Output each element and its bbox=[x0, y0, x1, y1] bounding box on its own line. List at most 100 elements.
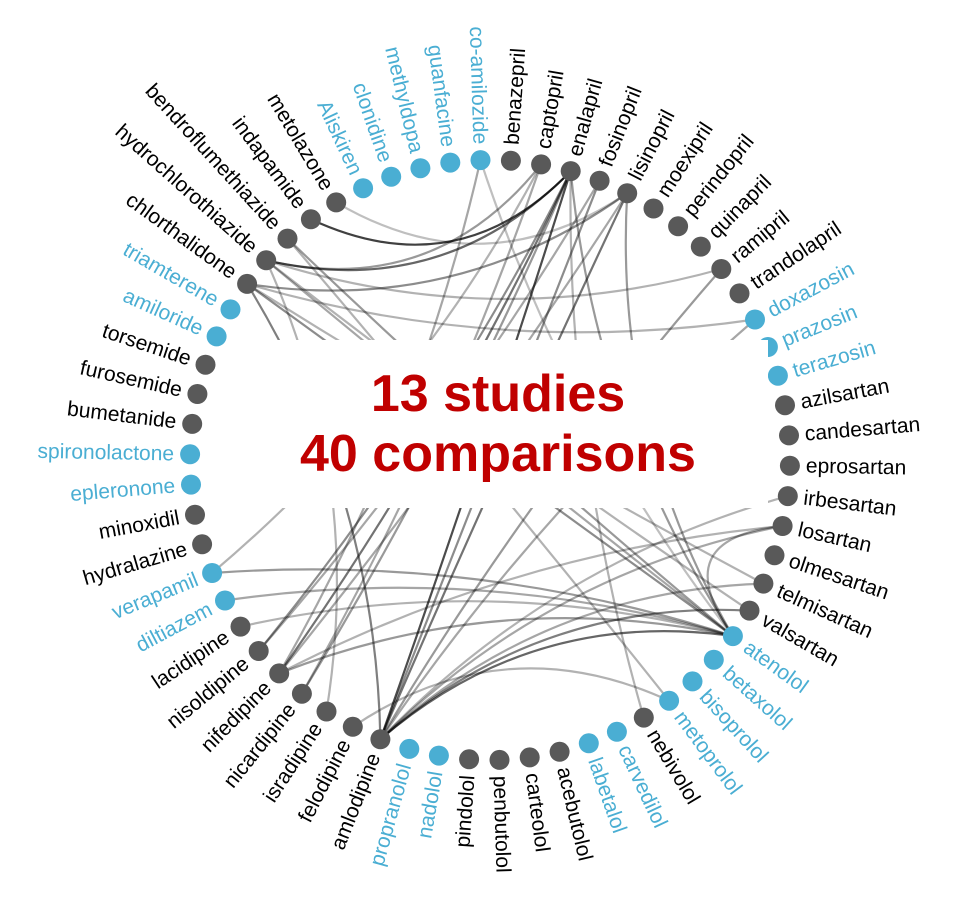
drug-node-dot bbox=[248, 641, 269, 661]
drug-node-label: pindolol bbox=[451, 774, 479, 848]
drug-node-dot bbox=[381, 166, 402, 187]
drug-node-dot bbox=[410, 158, 431, 179]
drug-node-dot bbox=[182, 413, 203, 434]
comparison-edge bbox=[379, 495, 789, 741]
drug-node-dot bbox=[181, 474, 201, 495]
comparison-edge bbox=[352, 667, 670, 728]
drug-node-label: minoxidil bbox=[97, 506, 182, 544]
comparison-edge bbox=[335, 192, 628, 245]
drug-node-dot bbox=[779, 425, 799, 446]
drug-node-dot bbox=[777, 486, 798, 507]
drug-node-dot bbox=[549, 741, 570, 762]
drug-node: nadolol bbox=[413, 745, 449, 840]
drug-node-dot bbox=[220, 299, 241, 320]
drug-node-label: candesartan bbox=[804, 413, 921, 445]
drug-node: guanfacine bbox=[423, 43, 461, 173]
drug-node-dot bbox=[399, 738, 420, 759]
comparison-edge bbox=[706, 524, 783, 637]
drug-node-dot bbox=[470, 150, 491, 171]
comparison-edge bbox=[278, 524, 783, 675]
drug-node-dot bbox=[300, 209, 321, 230]
comparison-edge bbox=[212, 568, 734, 638]
drug-node-dot bbox=[767, 365, 788, 386]
drug-node-label: azilsartan bbox=[799, 375, 892, 414]
comparison-edge bbox=[224, 586, 734, 638]
drug-node-label: epleronone bbox=[69, 474, 176, 506]
drug-node-label: spironolactone bbox=[37, 440, 174, 466]
drug-node-dot bbox=[633, 707, 654, 728]
drug-node-label: nadolol bbox=[413, 769, 447, 840]
drug-node-dot bbox=[489, 749, 510, 770]
drug-node-dot bbox=[185, 504, 205, 525]
drug-node-dot bbox=[578, 733, 599, 754]
drug-node-dot bbox=[353, 178, 374, 199]
drug-node: epleronone bbox=[69, 474, 201, 506]
drug-node-dot bbox=[589, 170, 610, 191]
comparison-edge bbox=[265, 259, 722, 301]
drug-node-dot bbox=[192, 534, 213, 555]
drug-node-label: co-amilozide bbox=[465, 26, 492, 145]
drug-node-dot bbox=[215, 590, 235, 611]
drug-node-dot bbox=[459, 749, 480, 770]
drug-node-dot bbox=[711, 259, 732, 279]
drug-node: minoxidil bbox=[97, 504, 205, 544]
drug-node-dot bbox=[500, 150, 521, 171]
drug-node-dot bbox=[202, 563, 223, 583]
drug-node-dot bbox=[617, 183, 638, 204]
drug-node-label: penbutolol bbox=[489, 775, 515, 873]
drug-node-dot bbox=[206, 326, 227, 347]
drug-node: pindolol bbox=[451, 749, 479, 848]
drug-node-dot bbox=[560, 161, 581, 182]
drug-node: carteolol bbox=[519, 747, 554, 854]
drug-node-dot bbox=[316, 701, 337, 722]
drug-node-label: benazepril bbox=[501, 47, 531, 145]
drug-node-label: carteolol bbox=[521, 772, 554, 854]
drug-node: bumetanide bbox=[66, 397, 203, 434]
drug-node-dot bbox=[440, 152, 461, 173]
drug-node-dot bbox=[428, 745, 449, 766]
drug-node-label: guanfacine bbox=[423, 43, 459, 148]
drug-node-dot bbox=[775, 395, 795, 416]
drug-node-dot bbox=[739, 600, 760, 621]
drug-node-dot bbox=[291, 683, 312, 704]
drug-node-dot bbox=[326, 192, 347, 213]
drug-node-dot bbox=[729, 283, 750, 304]
drug-node-dot bbox=[606, 721, 627, 742]
drug-node-dot bbox=[269, 663, 290, 684]
drug-node-dot bbox=[764, 545, 785, 566]
drug-node: captopril bbox=[531, 68, 569, 175]
comparison-edge bbox=[265, 170, 572, 272]
drug-node: azilsartan bbox=[775, 375, 891, 416]
drug-node-label: bumetanide bbox=[66, 397, 178, 433]
drug-node-dot bbox=[703, 649, 724, 670]
comparison-edge bbox=[246, 282, 756, 334]
drug-node-label: captopril bbox=[532, 68, 568, 150]
summary-box: 13 studies 40 comparisons bbox=[228, 340, 768, 508]
comparison-count: 40 comparisons bbox=[300, 425, 696, 483]
drug-node: candesartan bbox=[779, 413, 921, 446]
comparison-edge bbox=[246, 192, 628, 292]
drug-node-dot bbox=[682, 671, 703, 692]
drug-node: irbesartan bbox=[777, 486, 898, 521]
drug-node-dot bbox=[690, 236, 711, 257]
drug-node-dot bbox=[643, 198, 664, 219]
comparison-edge bbox=[240, 600, 734, 638]
drug-node-dot bbox=[519, 747, 540, 768]
comparison-edge bbox=[379, 582, 764, 741]
drug-node: enalapril bbox=[560, 76, 607, 182]
drug-node-dot bbox=[745, 309, 765, 330]
drug-node: benazepril bbox=[500, 47, 531, 171]
drug-node-dot bbox=[779, 455, 800, 476]
drug-node-dot bbox=[722, 626, 743, 647]
drug-node-dot bbox=[753, 573, 774, 594]
drug-node-dot bbox=[256, 250, 277, 271]
drug-node: co-amilozide bbox=[465, 26, 492, 171]
drug-node-dot bbox=[531, 154, 552, 175]
drug-node-dot bbox=[659, 690, 680, 711]
drug-node-dot bbox=[370, 729, 391, 750]
drug-node: spironolactone bbox=[37, 440, 201, 466]
drug-node-dot bbox=[230, 616, 251, 637]
drug-node-label: eprosartan bbox=[806, 455, 907, 480]
comparison-edge bbox=[278, 617, 734, 675]
